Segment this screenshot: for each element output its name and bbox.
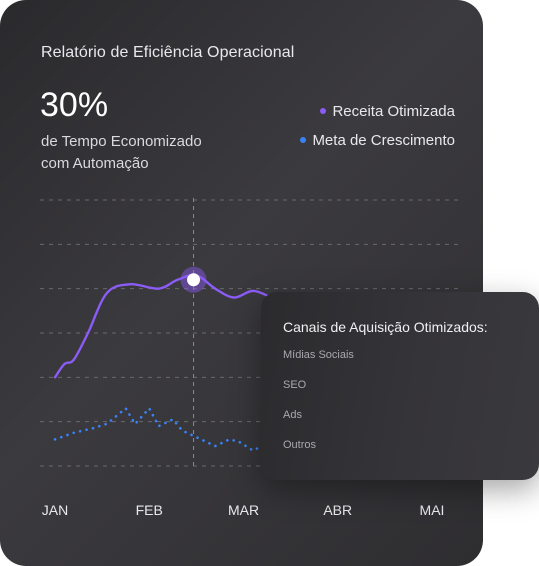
- popup-title: Canais de Aquisição Otimizados:: [283, 319, 488, 335]
- x-tick-label-mai: MAI: [419, 502, 445, 518]
- legend-item-receita[interactable]: Receita Otimizada: [300, 101, 455, 130]
- popup-item-outros[interactable]: Outros: [283, 439, 317, 451]
- x-tick-label-jan: JAN: [41, 502, 69, 518]
- acquisition-channels-popup: Canais de Aquisição Otimizados: Mídias S…: [261, 292, 539, 480]
- kpi-value: 30%: [40, 86, 109, 124]
- legend-dot-receita-icon: [320, 108, 327, 115]
- card-title: Relatório de Eficiência Operacional: [41, 44, 295, 61]
- line-chart: [40, 198, 460, 468]
- x-tick-label-mar: MAR: [227, 502, 260, 518]
- series-line-meta: [53, 406, 283, 452]
- series-line-receita: [53, 273, 283, 379]
- x-tick-label-feb: FEB: [135, 502, 163, 518]
- x-tick-label-abr: ABR: [323, 502, 353, 518]
- popup-item-ads[interactable]: Ads: [283, 409, 302, 421]
- kpi-description: de Tempo Economizado com Automação: [41, 133, 202, 172]
- efficiency-report-card: Relatório de Eficiência Operacional 30% …: [0, 0, 483, 566]
- legend-dot-meta-icon: [300, 137, 307, 144]
- popup-item-seo[interactable]: SEO: [283, 379, 307, 391]
- popup-item-midias-sociais[interactable]: Mídias Sociais: [283, 349, 354, 361]
- legend-item-meta[interactable]: Meta de Crescimento: [300, 130, 455, 159]
- chart-legend: Receita Otimizada Meta de Crescimento: [300, 101, 455, 159]
- highlight-point[interactable]: [187, 273, 201, 287]
- legend-label-meta: Meta de Crescimento: [312, 132, 455, 149]
- legend-label-receita: Receita Otimizada: [332, 103, 455, 120]
